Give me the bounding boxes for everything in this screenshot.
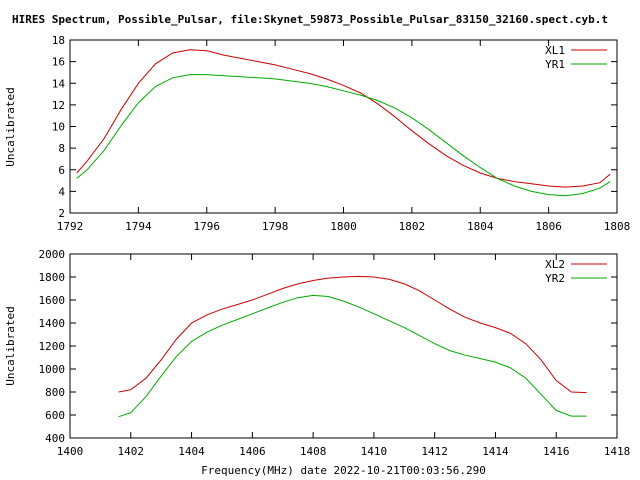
top-panel-xl1-yr1: 1792 1794 1796 1798 1800 1802 1804 1806 1808 2 4 6 8… <box>4 34 630 233</box>
series-line-yr2 <box>118 294 587 418</box>
y-tick-label: 800 <box>45 386 65 399</box>
x-tick-label: 1408 <box>300 445 327 458</box>
x-tick-label: 1406 <box>239 445 266 458</box>
y-tick-label: 14 <box>52 77 66 90</box>
x-tick-label: 1792 <box>57 220 84 233</box>
plot-frame <box>69 39 618 214</box>
plot-frame <box>69 253 618 439</box>
y-tick-label: 4 <box>58 185 65 198</box>
legend-label-yr1: YR1 <box>545 58 565 71</box>
x-tick-label: 1796 <box>194 220 221 233</box>
x-tick-label: 1410 <box>361 445 388 458</box>
x-tick-label: 1798 <box>262 220 289 233</box>
y-tick-label: 10 <box>52 121 65 134</box>
x-tick-label: 1418 <box>604 445 631 458</box>
y-tick-label: 2000 <box>39 248 66 261</box>
y-tick-label: 2 <box>58 207 65 220</box>
x-tick-label: 1414 <box>482 445 509 458</box>
x-tick-label: 1794 <box>125 220 152 233</box>
series-line-yr1 <box>76 74 611 197</box>
series-line-xl2 <box>118 275 587 394</box>
legend-label-xl1: XL1 <box>545 44 565 57</box>
bottom-panel-xl2-yr2: 1400 1402 1404 1406 1408 1410 1412 1414 1416 1418… <box>4 248 630 477</box>
y-tick-label: 8 <box>58 142 65 155</box>
y-tick-label: 12 <box>52 99 65 112</box>
y-axis-label: Uncalibrated <box>4 306 17 385</box>
y-tick-label: 1800 <box>39 271 66 284</box>
x-tick-label: 1802 <box>399 220 426 233</box>
x-axis-label: Frequency(MHz) date 2022-10-21T00:03:56.… <box>201 464 486 477</box>
x-tick-label: 1404 <box>178 445 205 458</box>
y-tick-label: 1600 <box>39 294 66 307</box>
x-tick-label: 1400 <box>57 445 84 458</box>
y-tick-label: 1200 <box>39 340 66 353</box>
y-tick-label: 600 <box>45 409 65 422</box>
x-tick-label: 1808 <box>604 220 631 233</box>
figure-title: HIRES Spectrum, Possible_Pulsar, file:Sk… <box>12 13 608 26</box>
y-tick-label: 1400 <box>39 317 66 330</box>
y-tick-label: 6 <box>58 164 65 177</box>
y-tick-label: 1000 <box>39 363 66 376</box>
y-axis-label: Uncalibrated <box>4 87 17 166</box>
series-line-xl1 <box>76 49 611 188</box>
y-tick-label: 16 <box>52 56 65 69</box>
x-tick-label: 1806 <box>535 220 562 233</box>
x-tick-label: 1804 <box>467 220 494 233</box>
x-tick-label: 1402 <box>118 445 145 458</box>
x-tick-label: 1416 <box>543 445 570 458</box>
legend-label-xl2: XL2 <box>545 258 565 271</box>
legend-label-yr2: YR2 <box>545 272 565 285</box>
x-tick-label: 1800 <box>330 220 357 233</box>
y-tick-label: 18 <box>52 34 65 47</box>
x-tick-label: 1412 <box>421 445 448 458</box>
y-tick-label: 400 <box>45 432 65 445</box>
